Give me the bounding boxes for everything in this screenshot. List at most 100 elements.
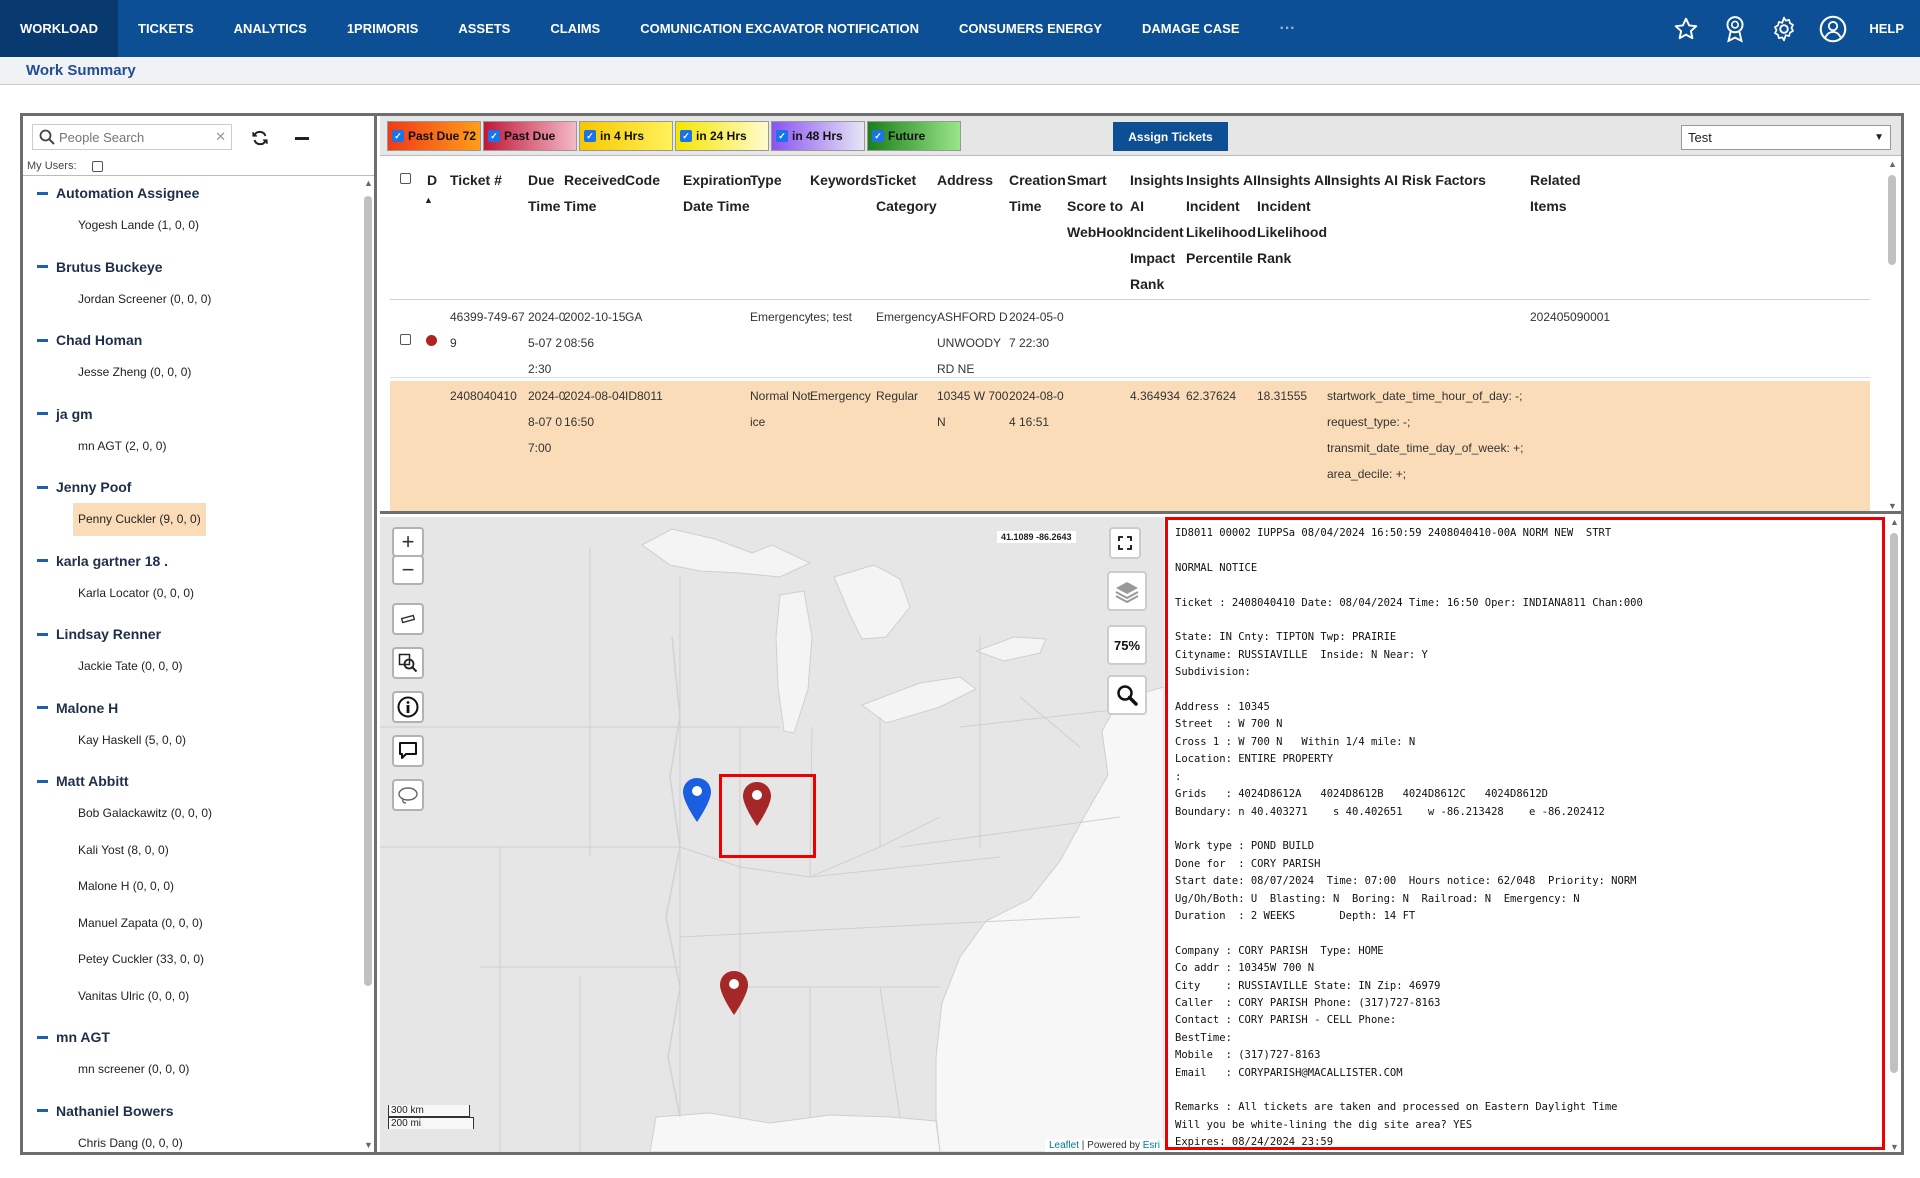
collapse-group-icon[interactable] bbox=[37, 779, 48, 783]
column-header-lik[interactable]: Insights AI Incident Likelihood Percenti… bbox=[1186, 172, 1258, 266]
filter-past-due-72[interactable]: ✓ Past Due 72 bbox=[387, 121, 481, 151]
people-search-input[interactable] bbox=[59, 129, 209, 145]
ticket-marker[interactable] bbox=[719, 970, 749, 1021]
user-item[interactable]: Bob Galackawitz (0, 0, 0) bbox=[78, 806, 213, 820]
collapse-icon[interactable] bbox=[295, 137, 309, 140]
filter-in-24-hrs[interactable]: ✓ in 24 Hrs bbox=[675, 121, 769, 151]
award-icon[interactable] bbox=[1710, 0, 1759, 57]
collapse-group-icon[interactable] bbox=[37, 338, 48, 342]
my-users-checkbox[interactable] bbox=[92, 161, 103, 172]
user-item[interactable]: Jackie Tate (0, 0, 0) bbox=[78, 659, 183, 673]
leaflet-link[interactable]: Leaflet bbox=[1048, 1140, 1080, 1151]
user-item[interactable]: mn screener (0, 0, 0) bbox=[78, 1062, 190, 1076]
clear-icon[interactable]: ✕ bbox=[215, 129, 226, 144]
column-header-cat[interactable]: Ticket Category bbox=[876, 172, 937, 214]
zoom-in-button[interactable]: + bbox=[392, 527, 424, 557]
user-item[interactable]: Chris Dang (0, 0, 0) bbox=[78, 1135, 183, 1150]
collapse-group-icon[interactable] bbox=[37, 412, 48, 415]
collapse-group-icon[interactable] bbox=[37, 559, 48, 562]
nav-analytics[interactable]: ANALYTICS bbox=[233, 21, 307, 36]
column-header-rel[interactable]: Related Items bbox=[1530, 172, 1581, 214]
group-header[interactable]: Brutus Buckeye bbox=[37, 259, 163, 275]
column-header-create[interactable]: Creation Time bbox=[1009, 172, 1066, 214]
column-header-due[interactable]: Due Time bbox=[528, 172, 561, 214]
filter-checkbox[interactable]: ✓ bbox=[776, 130, 788, 142]
map-search-button[interactable] bbox=[1107, 675, 1147, 715]
user-icon[interactable] bbox=[1808, 0, 1857, 57]
filter-checkbox[interactable]: ✓ bbox=[392, 130, 404, 142]
user-item[interactable]: Kali Yost (8, 0, 0) bbox=[78, 842, 169, 857]
column-header-risk[interactable]: Insights AI Risk Factors bbox=[1327, 172, 1486, 188]
collapse-group-icon[interactable] bbox=[37, 706, 48, 709]
group-header[interactable]: Nathaniel Bowers bbox=[37, 1103, 173, 1119]
collapse-group-icon[interactable] bbox=[37, 191, 48, 195]
row-checkbox[interactable] bbox=[400, 334, 411, 345]
user-item[interactable]: Vanitas Ulric (0, 0, 0) bbox=[78, 988, 190, 1003]
table-row[interactable] bbox=[390, 302, 1870, 378]
nav-consumers-energy[interactable]: CONSUMERS ENERGY bbox=[958, 21, 1102, 36]
user-item[interactable]: Penny Cuckler (9, 0, 0) bbox=[73, 503, 206, 536]
refresh-icon[interactable] bbox=[251, 129, 269, 147]
zoom-area-button[interactable] bbox=[392, 647, 424, 679]
nav-1primoris[interactable]: 1PRIMORIS bbox=[346, 21, 419, 36]
group-header[interactable]: Jenny Poof bbox=[37, 479, 131, 495]
layers-button[interactable] bbox=[1107, 571, 1147, 611]
map-view[interactable]: + − 41.1089 -86.2643 bbox=[380, 517, 1164, 1152]
lasso-button[interactable] bbox=[392, 779, 424, 811]
filter-future[interactable]: ✓ Future bbox=[867, 121, 961, 151]
filter-checkbox[interactable]: ✓ bbox=[680, 130, 692, 142]
group-header[interactable]: Malone H bbox=[37, 700, 118, 716]
identify-button[interactable] bbox=[392, 691, 424, 723]
column-header-type[interactable]: Type bbox=[750, 172, 782, 188]
user-item[interactable]: Petey Cuckler (33, 0, 0) bbox=[78, 952, 205, 966]
assign-tickets-button[interactable]: Assign Tickets bbox=[1113, 122, 1228, 151]
gear-icon[interactable] bbox=[1759, 0, 1808, 57]
sort-asc-icon[interactable]: ▲ bbox=[424, 195, 433, 205]
people-list-scrollbar[interactable]: ▲ ▼ bbox=[364, 178, 373, 1150]
user-item[interactable]: Jordan Screener (0, 0, 0) bbox=[78, 291, 212, 306]
column-header-kw[interactable]: Keywords bbox=[810, 172, 877, 188]
user-item[interactable]: Manuel Zapata (0, 0, 0) bbox=[78, 915, 203, 930]
column-header-imp[interactable]: Insights AI Incident Impact Rank bbox=[1130, 172, 1184, 292]
user-item[interactable]: Kay Haskell (5, 0, 0) bbox=[78, 732, 187, 747]
filter-checkbox[interactable]: ✓ bbox=[872, 130, 884, 142]
collapse-group-icon[interactable] bbox=[37, 485, 48, 489]
filter-checkbox[interactable]: ✓ bbox=[488, 130, 500, 142]
group-header[interactable]: karla gartner 18 . bbox=[37, 553, 168, 569]
user-item[interactable]: Karla Locator (0, 0, 0) bbox=[78, 585, 195, 600]
collapse-group-icon[interactable] bbox=[37, 1109, 48, 1112]
comment-button[interactable] bbox=[392, 735, 424, 767]
nav-comunication-excavator-notification[interactable]: COMUNICATION EXCAVATOR NOTIFICATION bbox=[640, 21, 919, 36]
column-header-addr[interactable]: Address bbox=[937, 172, 994, 188]
filter-in-48-hrs[interactable]: ✓ in 48 Hrs bbox=[771, 121, 865, 151]
grid-scrollbar[interactable]: ▲ ▼ bbox=[1888, 159, 1897, 511]
table-row[interactable] bbox=[390, 381, 1870, 511]
nav-assets[interactable]: ASSETS bbox=[458, 21, 511, 36]
column-header-smart[interactable]: Smart Score to WebHook bbox=[1067, 172, 1132, 240]
user-item[interactable]: Malone H (0, 0, 0) bbox=[78, 879, 175, 893]
help-link[interactable]: HELP bbox=[1869, 21, 1904, 36]
user-item[interactable]: mn AGT (2, 0, 0) bbox=[78, 438, 167, 453]
group-header[interactable]: mn AGT bbox=[37, 1029, 110, 1045]
selected-ticket-marker[interactable] bbox=[682, 777, 712, 828]
filter-past-due[interactable]: ✓ Past Due bbox=[483, 121, 577, 151]
measure-button[interactable] bbox=[392, 603, 424, 635]
collapse-group-icon[interactable] bbox=[37, 1035, 48, 1039]
column-header-recv[interactable]: Received Time bbox=[564, 172, 626, 214]
column-header-likr[interactable]: Insights AI Incident Likelihood Rank bbox=[1257, 172, 1329, 266]
group-header[interactable]: Matt Abbitt bbox=[37, 773, 129, 789]
collapse-group-icon[interactable] bbox=[37, 632, 48, 636]
user-item[interactable]: Yogesh Lande (1, 0, 0) bbox=[78, 218, 199, 232]
group-header[interactable]: ja gm bbox=[37, 406, 93, 422]
fullscreen-button[interactable] bbox=[1109, 527, 1141, 559]
view-select[interactable]: Test ▼ bbox=[1681, 125, 1891, 150]
column-header-code[interactable]: Code bbox=[625, 172, 660, 188]
star-icon[interactable] bbox=[1661, 0, 1710, 57]
filter-in-4-hrs[interactable]: ✓ in 4 Hrs bbox=[579, 121, 673, 151]
nav-damage-case[interactable]: DAMAGE CASE bbox=[1142, 21, 1240, 36]
esri-link[interactable]: Esri bbox=[1142, 1140, 1160, 1151]
detail-scrollbar[interactable]: ▲ ▼ bbox=[1890, 517, 1899, 1152]
nav-tickets[interactable]: TICKETS bbox=[138, 21, 194, 36]
group-header[interactable]: Lindsay Renner bbox=[37, 626, 161, 642]
user-item[interactable]: Jesse Zheng (0, 0, 0) bbox=[78, 365, 192, 379]
